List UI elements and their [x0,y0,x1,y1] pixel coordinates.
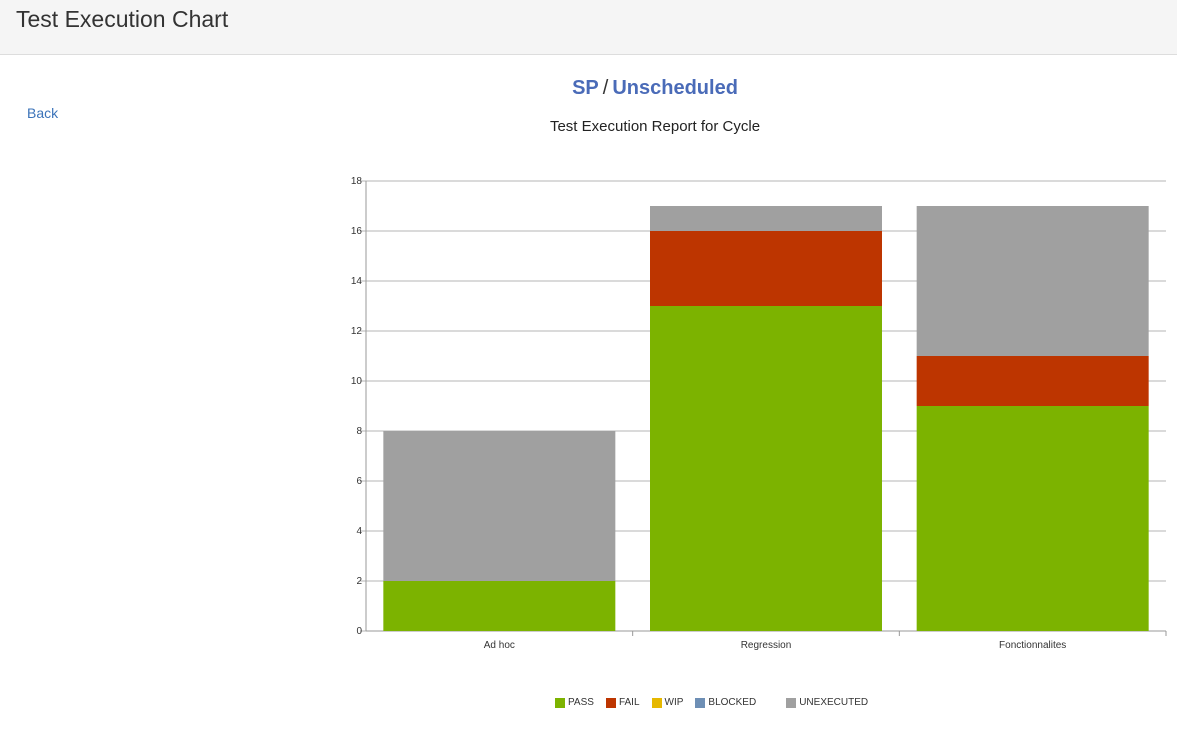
y-tick-label: 18 [351,176,363,187]
legend-swatch [651,697,662,708]
legend-item-pass: PASS [555,697,594,708]
chart-legend: PASS FAIL WIP BLOCKED UNEXECUTED [555,697,880,708]
legend-label: PASS [568,697,594,708]
legend-swatch [605,697,616,708]
bar-segment-pass [916,406,1149,631]
legend-item-fail: FAIL [605,697,640,708]
legend-swatch [555,697,565,708]
page-header: Test Execution Chart [0,0,1177,55]
cycle-link[interactable]: Unscheduled [612,77,738,99]
page-title: Test Execution Chart [16,6,229,32]
chart-title: Test Execution Report for Cycle [549,118,761,135]
y-tick-label: 4 [356,526,362,537]
y-tick-label: 8 [356,426,362,437]
project-link[interactable]: SP [572,77,599,99]
legend-item-unexecuted: UNEXECUTED [786,697,868,708]
legend-label: UNEXECUTED [799,697,869,708]
bar-segment-fail [916,356,1149,406]
y-tick-label: 16 [351,226,363,237]
y-tick-label: 10 [351,376,363,387]
bar-segment-pass [383,581,616,631]
y-tick-label: 12 [351,326,363,337]
y-tick-label: 6 [356,476,362,487]
execution-chart: 0 2 4 6 8 10 12 14 16 18 Ad hoc Regression Fonctionn… [351,176,1167,651]
cycle-heading: SP / Unscheduled [360,77,950,100]
y-tick-label: 2 [356,576,362,587]
bar-segment-unexecuted [650,206,882,231]
breadcrumb-separator: / [602,77,609,99]
y-tick-label: 0 [356,626,362,637]
legend-label: BLOCKED [708,697,757,708]
x-tick-label: Ad hoc [484,640,515,651]
legend-item-blocked: BLOCKED [695,697,756,708]
bar-segment-unexecuted [916,206,1149,356]
bar-segment-pass [650,306,882,631]
legend-label: FAIL [618,697,640,708]
x-tick-label: Fonctionnalites [999,640,1066,651]
legend-label: WIP [664,697,684,708]
bar-segment-fail [650,231,882,306]
back-link[interactable]: Back [27,105,59,121]
legend-item-wip: WIP [651,697,684,708]
bar-segment-unexecuted [383,431,616,581]
y-tick-label: 14 [351,276,363,287]
legend-swatch [695,697,706,708]
x-tick-label: Regression [741,640,792,651]
legend-swatch [786,697,797,708]
